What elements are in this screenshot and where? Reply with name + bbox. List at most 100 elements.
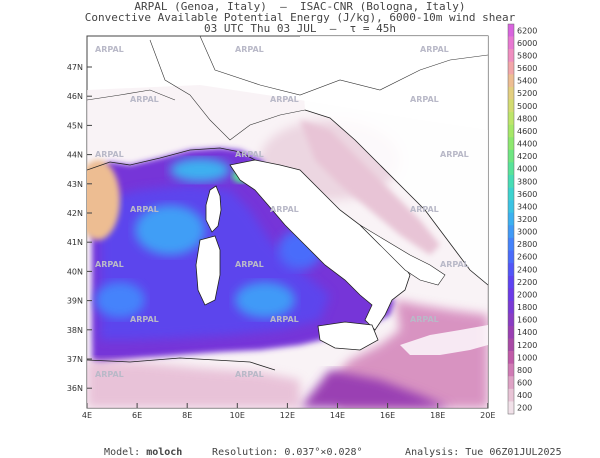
colorbar: 6200 6000 5800 5600 5400 5200 5000 4800 4600 4400… [507,23,537,415]
colorbar-segment [508,112,514,125]
lon-tick-label: 16E [380,411,395,420]
colorbar-segment [508,401,514,415]
colorbar-segment [508,36,514,50]
colorbar-label: 800 [517,366,532,375]
colorbar-label: 5200 [517,89,537,98]
lat-tick-label: 44N [67,151,83,160]
lon-tick-label: 10E [230,411,245,420]
footer-resolution: Resolution: 0.037°×0.028° [200,436,363,458]
colorbar-label: 1000 [517,353,537,362]
lat-tick-label: 38N [67,326,83,335]
cape-field [87,36,488,408]
colorbar-label: 400 [517,391,532,400]
svg-text:ARPAL: ARPAL [440,150,469,159]
colorbar-label: 3200 [517,215,537,224]
colorbar-segment [508,338,514,352]
lon-tick-label: 6E [132,411,142,420]
colorbar-label: 4000 [517,165,537,174]
colorbar-segment [508,74,514,88]
svg-text:ARPAL: ARPAL [440,260,469,269]
colorbar-segment [508,61,514,75]
colorbar-segment [508,275,514,289]
colorbar-label: 6200 [517,26,537,35]
colorbar-label: 4200 [517,152,537,161]
colorbar-label: 2400 [517,265,537,274]
colorbar-segment [508,124,514,138]
colorbar-segment [508,351,514,364]
colorbar-segment [508,376,514,390]
analysis-label: Analysis: [405,447,460,458]
colorbar-label: 1600 [517,316,537,325]
colorbar-label: 4600 [517,127,537,136]
svg-text:ARPAL: ARPAL [235,260,264,269]
colorbar-label: 5600 [517,64,537,73]
colorbar-label: 2800 [517,240,537,249]
svg-text:ARPAL: ARPAL [130,315,159,324]
model-value: moloch [146,447,183,458]
resolution-label: Resolution: [212,447,279,458]
svg-text:ARPAL: ARPAL [410,315,439,324]
colorbar-segment [508,149,514,163]
footer-analysis: Analysis: Tue 06Z01JUL2025 [393,436,562,458]
resolution-value: 0.037°×0.028° [284,447,363,458]
lon-tick-label: 12E [280,411,295,420]
lat-tick-label: 43N [67,180,83,189]
colorbar-segment [508,363,514,377]
model-label: Model: [104,447,141,458]
colorbar-segment [508,137,514,151]
lon-tick-label: 4E [82,411,92,420]
header-line-3: 03 UTC Thu 03 JUL – τ = 45h [203,22,397,35]
colorbar-segment [508,288,514,302]
colorbar-segment [508,86,514,100]
colorbar-label: 1200 [517,341,537,350]
colorbar-segment [508,300,514,314]
lat-tick-label: 40N [67,267,83,276]
colorbar-segment [508,187,514,201]
lon-tick-label: 8E [182,411,192,420]
colorbar-label: 3000 [517,228,537,237]
colorbar-segment [508,174,514,188]
svg-text:ARPAL: ARPAL [420,45,449,54]
colorbar-segment [508,237,514,251]
colorbar-label: 3800 [517,177,537,186]
colorbar-label: 5800 [517,51,537,60]
colorbar-segment [508,263,514,276]
colorbar-label: 4800 [517,114,537,123]
header-line-2: Convective Available Potential Energy (J… [84,11,516,24]
lat-tick-label: 46N [67,92,83,101]
longitude-axis: 4E 6E 8E 10E 12E 14E 16E 18E 20E [82,403,495,420]
watermarks: ARPAL ARPAL ARPAL ARPAL ARPAL ARPAL ARPA… [95,45,469,379]
svg-text:ARPAL: ARPAL [130,205,159,214]
latitude-axis: 47N 46N 45N 44N 43N 42N 41N 40N 39N 38N 37N 36N [67,63,92,393]
colorbar-label: 4400 [517,140,537,149]
colorbar-label: 2600 [517,253,537,262]
colorbar-label: 2200 [517,278,537,287]
colorbar-segment [508,313,514,327]
colorbar-label: 2000 [517,290,537,299]
svg-text:ARPAL: ARPAL [130,95,159,104]
analysis-value: Tue 06Z01JUL2025 [465,447,562,458]
colorbar-segment [508,99,514,113]
colorbar-label: 5000 [517,102,537,111]
colorbar-label: 1800 [517,303,537,312]
colorbar-segment [508,388,514,402]
lat-tick-label: 42N [67,209,83,218]
colorbar-segment [508,200,514,214]
colorbar-label: 3400 [517,202,537,211]
svg-text:ARPAL: ARPAL [235,370,264,379]
colorbar-segment [508,212,514,226]
lat-tick-label: 41N [67,238,83,247]
svg-text:ARPAL: ARPAL [410,205,439,214]
lon-tick-label: 18E [430,411,445,420]
svg-text:ARPAL: ARPAL [95,370,124,379]
colorbar-segment [508,162,514,176]
colorbar-label: 600 [517,379,532,388]
colorbar-label: 3600 [517,190,537,199]
lat-tick-label: 36N [67,384,83,393]
lat-tick-label: 37N [67,355,83,364]
lat-tick-label: 45N [67,121,83,130]
colorbar-outline [507,23,515,415]
colorbar-label: 5400 [517,77,537,86]
svg-text:ARPAL: ARPAL [95,260,124,269]
